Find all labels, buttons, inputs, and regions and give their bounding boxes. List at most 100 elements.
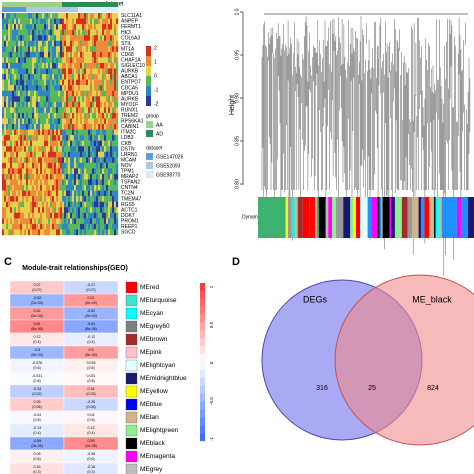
heatmap-cell	[108, 68, 111, 75]
heatmap-cell	[38, 151, 41, 158]
group-annotation	[104, 2, 107, 7]
heatmap-cell	[18, 90, 21, 97]
correlation-value: -0.031	[32, 374, 42, 378]
heatmap-cell	[68, 90, 71, 97]
heatmap-cell	[26, 40, 29, 47]
heatmap-cell	[78, 129, 81, 136]
heatmap-cell	[106, 85, 109, 91]
heatmap-cell	[14, 185, 17, 191]
heatmap-cell	[80, 96, 83, 102]
heatmap-cell	[60, 13, 63, 19]
group-annotation	[18, 2, 21, 7]
heatmap-cell	[100, 157, 103, 164]
heatmap-cell	[82, 162, 85, 169]
heatmap-cell	[34, 79, 37, 86]
heatmap-cell	[36, 85, 39, 91]
heatmap-cell	[108, 190, 111, 197]
heatmap-cell	[110, 24, 113, 30]
heatmap-cell	[58, 57, 61, 64]
heatmap-cell	[14, 18, 17, 25]
heatmap-cell	[54, 179, 57, 186]
heatmap-cell	[62, 190, 65, 197]
tick-label: 0.85	[234, 136, 240, 146]
heatmap-cell	[106, 179, 109, 186]
heatmap-cell	[114, 85, 117, 91]
dataset-annotation	[116, 7, 119, 12]
heatmap-cell	[12, 201, 15, 208]
heatmap-cell	[4, 118, 7, 125]
heatmap-cell	[60, 107, 63, 114]
heatmap-cell	[54, 24, 57, 30]
heatmap-cell	[104, 168, 107, 175]
heatmap-cell	[82, 18, 85, 25]
heatmap-cell	[46, 129, 49, 136]
heatmap-cell	[66, 173, 69, 180]
heatmap-cell	[92, 151, 95, 158]
module-color	[428, 197, 435, 238]
heatmap-cell	[78, 96, 81, 102]
heatmap-cell	[12, 135, 15, 141]
heatmap-cell	[26, 112, 29, 119]
heatmap-cell	[86, 179, 89, 186]
panel-title: Module-trait relationships(GEO)	[22, 265, 128, 272]
heatmap-cell	[42, 157, 45, 164]
heatmap-cell	[40, 79, 43, 86]
heatmap-cell	[26, 90, 29, 97]
heatmap-cell	[58, 218, 61, 225]
module-color	[367, 197, 372, 238]
heatmap-cell	[116, 118, 119, 125]
heatmap-cell	[88, 79, 91, 86]
scale-label: 1	[154, 59, 157, 65]
heatmap-cell	[12, 162, 15, 169]
heatmap-cell	[68, 96, 71, 102]
set-count: 824	[427, 385, 439, 392]
heatmap-cell	[34, 140, 37, 147]
correlation-value: -0.12	[87, 335, 95, 339]
panel-letter: D	[232, 256, 240, 268]
heatmap-cell	[30, 124, 33, 130]
heatmap-cell	[36, 118, 39, 125]
heatmap-cell	[8, 101, 11, 108]
heatmap-cell	[102, 229, 105, 236]
heatmap-cell	[2, 207, 5, 213]
heatmap-cell	[84, 190, 87, 197]
heatmap-cell	[78, 229, 81, 236]
heatmap-cell	[48, 101, 51, 108]
heatmap-cell	[14, 146, 17, 152]
heatmap-cell	[48, 223, 51, 230]
heatmap-cell	[78, 90, 81, 97]
heatmap-cell	[78, 140, 81, 147]
heatmap-cell	[80, 35, 83, 41]
correlation-value: -0.04	[33, 413, 41, 417]
heatmap-cell	[32, 212, 35, 219]
heatmap-cell	[2, 24, 5, 30]
heatmap-cell	[108, 51, 111, 58]
heatmap-cell	[92, 79, 95, 86]
module-color	[297, 197, 303, 238]
heatmap-cell	[22, 129, 25, 136]
group-annotation	[74, 2, 77, 7]
heatmap-cell	[70, 124, 73, 130]
heatmap-cell	[10, 218, 13, 225]
heatmap-cell	[84, 112, 87, 119]
heatmap-cell	[8, 24, 11, 30]
heatmap-cell	[14, 112, 17, 119]
heatmap-cell	[116, 51, 119, 58]
heatmap-cell	[48, 118, 51, 125]
heatmap-cell	[30, 51, 33, 58]
heatmap-cell	[4, 151, 7, 158]
heatmap-cell	[100, 229, 103, 236]
heatmap-cell	[112, 129, 115, 136]
heatmap-cell	[104, 68, 107, 75]
heatmap-cell	[70, 129, 73, 136]
heatmap-cell	[90, 185, 93, 191]
heatmap-cell	[4, 173, 7, 180]
heatmap-cell	[80, 179, 83, 186]
heatmap-cell	[30, 129, 33, 136]
heatmap-cell	[54, 157, 57, 164]
heatmap-cell	[10, 168, 13, 175]
heatmap-cell	[70, 29, 73, 36]
legend-label: AD	[156, 131, 163, 137]
heatmap-cell	[58, 212, 61, 219]
heatmap-cell	[72, 90, 75, 97]
